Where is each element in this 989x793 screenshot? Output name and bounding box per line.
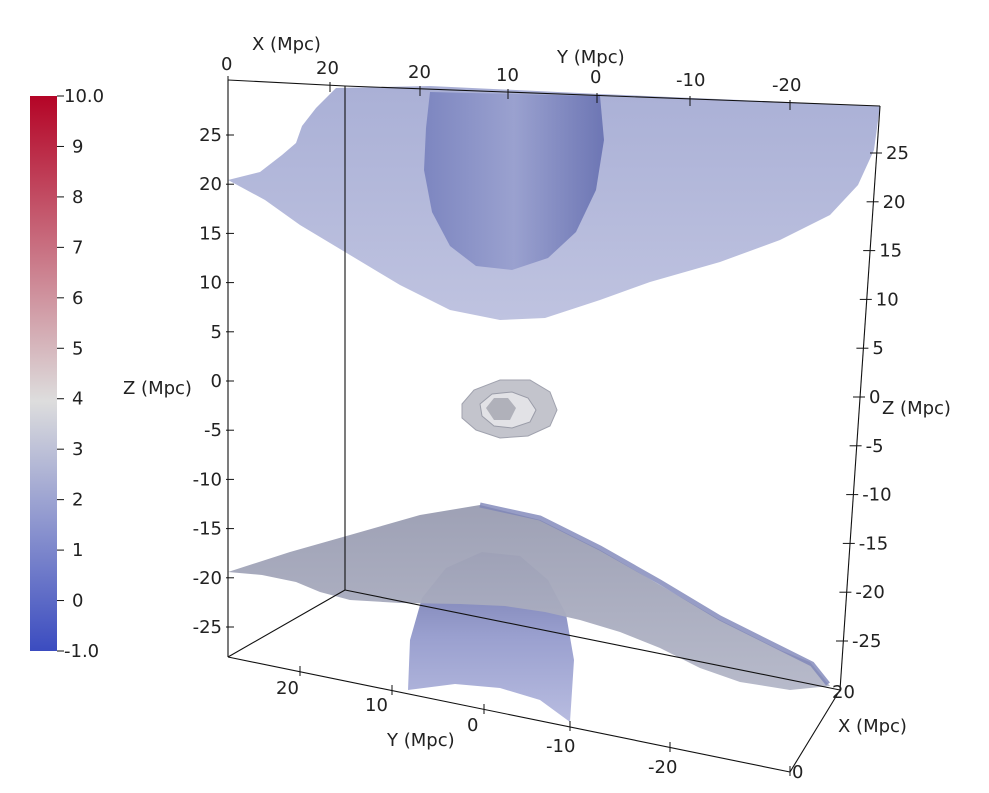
top-x-tick-0: 0 xyxy=(221,54,232,75)
left-z-tick-label: 20 xyxy=(199,174,222,195)
right-z-tick-label: 25 xyxy=(886,143,909,164)
bottom-axis-labels: Y (Mpc) X (Mpc) 20 10 0 -10 -20 20 0 xyxy=(276,678,907,783)
colorbar-tick-label: 8 xyxy=(72,187,83,208)
colorbar-tick-label: 6 xyxy=(72,288,83,309)
left-z-tick-label: 0 xyxy=(211,371,222,392)
right-z-tick-label: 5 xyxy=(872,338,883,359)
center-isosurface xyxy=(461,379,558,439)
bottom-y-tick-3: -10 xyxy=(546,736,575,757)
colorbar-tick-label: 2 xyxy=(72,490,83,511)
right-z-tick-label: -15 xyxy=(859,533,888,554)
bottom-y-axis-title: Y (Mpc) xyxy=(386,730,455,751)
left-z-axis-title: Z (Mpc) xyxy=(123,378,192,399)
left-z-tick-label: -10 xyxy=(193,469,222,490)
top-axis-labels: X (Mpc) Y (Mpc) 0 20 20 10 0 -10 -20 xyxy=(221,34,801,96)
colorbar-gradient xyxy=(30,96,57,651)
top-y-axis-title: Y (Mpc) xyxy=(556,47,625,68)
right-z-tick-label: -5 xyxy=(866,436,884,457)
bottom-y-tick-4: -20 xyxy=(648,757,677,778)
bottom-y-tick-0: 20 xyxy=(276,678,299,699)
right-z-tick-label: 0 xyxy=(869,387,880,408)
right-z-tick-label: -10 xyxy=(862,485,891,506)
bottom-x-axis-title: X (Mpc) xyxy=(838,716,907,737)
top-isosurface xyxy=(228,86,880,320)
left-z-tick-label: -15 xyxy=(193,519,222,540)
right-z-tick-label: -25 xyxy=(852,631,881,652)
top-x-tick-1: 20 xyxy=(316,58,339,79)
left-z-tick-label: 10 xyxy=(199,273,222,294)
right-z-tick-label: -20 xyxy=(855,582,884,603)
left-z-tick-label: -25 xyxy=(193,617,222,638)
top-y-tick-3: -10 xyxy=(676,70,705,91)
left-z-tick-label: 15 xyxy=(199,223,222,244)
top-cap xyxy=(424,92,604,270)
right-z-tick-label: 10 xyxy=(876,289,899,310)
right-z-tick-label: 15 xyxy=(879,241,902,262)
top-y-tick-2: 0 xyxy=(590,67,601,88)
right-z-tick-label: 20 xyxy=(883,192,906,213)
left-z-axis-labels: Z (Mpc) 25 20 15 10 5 0 -5 -10 -15 -20 -25 xyxy=(123,125,222,638)
right-z-axis-title: Z (Mpc) xyxy=(882,398,951,419)
top-y-tick-1: 10 xyxy=(496,65,519,86)
left-z-tick-label: 25 xyxy=(199,125,222,146)
colorbar-tick-label: 1 xyxy=(72,540,83,561)
colorbar-tick-label: 5 xyxy=(72,338,83,359)
colorbar-tick-label: 0 xyxy=(72,591,83,612)
bottom-isosurface xyxy=(228,502,830,722)
colorbar-max-label: 10.0 xyxy=(64,86,104,107)
bottom-x-tick-0: 20 xyxy=(832,682,855,703)
center-blob-inner xyxy=(486,398,516,420)
right-z-axis-labels: Z (Mpc) 25 20 15 10 5 0 -5 -10 -15 -20 -25 xyxy=(852,143,951,652)
left-z-tick-label: -5 xyxy=(204,420,222,441)
colorbar-tick-label: 4 xyxy=(72,389,83,410)
bounding-box xyxy=(227,79,881,773)
bottom-y-tick-2: 0 xyxy=(467,715,478,736)
colorbar: 9 8 7 6 5 4 3 2 1 0 10.0 -1.0 xyxy=(30,86,104,662)
colorbar-tick-label: 7 xyxy=(72,237,83,258)
bottom-y-tick-1: 10 xyxy=(365,695,388,716)
bottom-sheet xyxy=(228,505,830,690)
axis-ticks xyxy=(226,76,882,776)
left-z-tick-label: 5 xyxy=(211,322,222,343)
left-z-tick-label: -20 xyxy=(193,568,222,589)
colorbar-tick-label: 3 xyxy=(72,439,83,460)
colorbar-min-label: -1.0 xyxy=(64,641,99,662)
bottom-sheet-edge xyxy=(479,502,830,686)
bottom-x-tick-1: 0 xyxy=(792,762,803,783)
top-x-axis-title: X (Mpc) xyxy=(252,34,321,55)
top-y-tick-0: 20 xyxy=(408,62,431,83)
colorbar-ticks: 9 8 7 6 5 4 3 2 1 0 xyxy=(57,95,83,652)
top-y-tick-4: -20 xyxy=(772,75,801,96)
colorbar-tick-label: 9 xyxy=(72,136,83,157)
